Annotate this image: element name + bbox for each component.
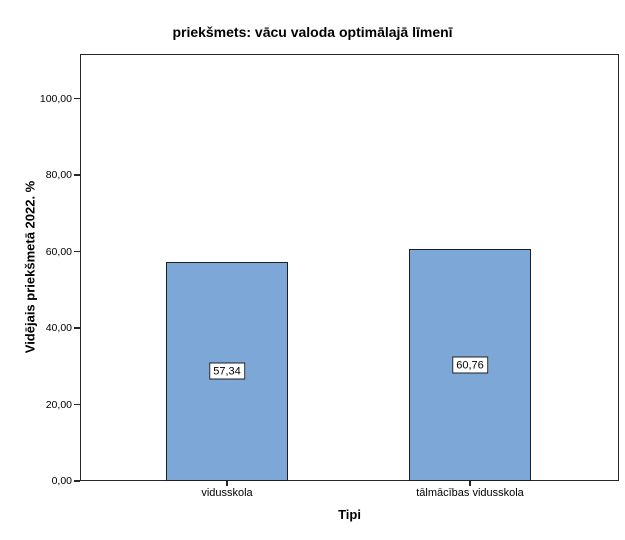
bar-value-label: 60,76: [452, 356, 488, 374]
y-tick-mark: [74, 327, 80, 329]
x-category-label: vidusskola: [201, 487, 253, 499]
chart-title: priekšmets: vācu valoda optimālajā līmen…: [172, 24, 453, 40]
bar-value-label: 57,34: [209, 362, 245, 380]
x-tick-mark: [226, 481, 228, 486]
plot-area: [80, 54, 619, 481]
y-tick-label: 40,00: [45, 322, 72, 335]
y-tick-label: 100,00: [39, 92, 72, 105]
y-tick-label: 80,00: [45, 169, 72, 182]
y-tick-mark: [74, 97, 80, 100]
y-tick-label: 20,00: [45, 398, 72, 411]
y-tick-label: 60,00: [45, 245, 72, 258]
y-tick-mark: [74, 480, 80, 482]
y-tick-mark: [74, 174, 80, 176]
x-axis-title: Tipi: [338, 507, 361, 522]
x-tick-mark: [469, 481, 471, 486]
x-category-label: tālmācības vidusskola: [416, 487, 524, 499]
y-tick-mark: [74, 403, 80, 406]
y-tick-label: 0,00: [51, 475, 72, 487]
y-tick-mark: [74, 250, 80, 253]
